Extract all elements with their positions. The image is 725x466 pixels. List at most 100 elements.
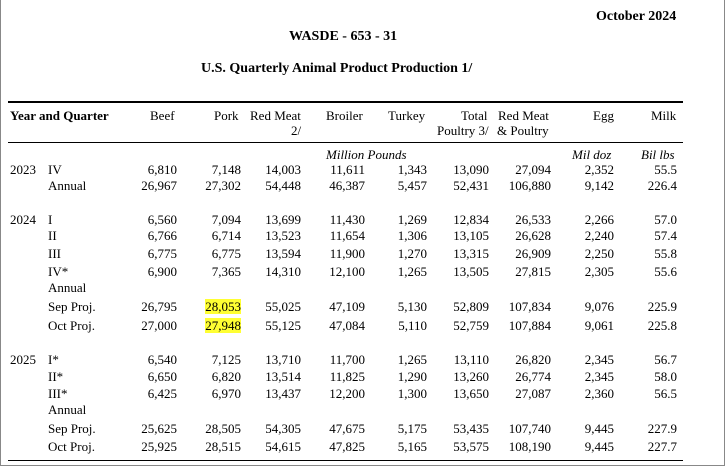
table-top-rule (8, 101, 683, 103)
table-cell: 13,505 (453, 264, 489, 279)
row-label: I (48, 212, 53, 227)
table-cell: 7,365 (211, 264, 241, 279)
table-cell: 225.8 (647, 318, 677, 333)
table-cell: 12,100 (329, 264, 365, 279)
table-cell: 2,345 (584, 352, 614, 367)
table-cell: 55.6 (654, 264, 677, 279)
table-cell: 11,611 (330, 162, 365, 177)
table-cell: 226.4 (647, 178, 677, 193)
table-cell: 6,820 (211, 369, 241, 384)
table-cell: 9,076 (584, 299, 614, 314)
table-cell: 107,740 (508, 421, 551, 436)
table-cell: 52,809 (453, 299, 489, 314)
header-red-meat-note: 2/ (291, 123, 302, 138)
header-egg: Egg (593, 108, 614, 123)
table-cell: 225.9 (647, 299, 677, 314)
row-label: IV (48, 162, 62, 177)
table-cell: 26,628 (515, 228, 551, 243)
table-cell: 14,310 (265, 264, 301, 279)
table-cell: 55,125 (265, 318, 301, 333)
table-cell: 11,700 (329, 352, 365, 367)
table-cell: 47,675 (329, 421, 365, 436)
report-number: WASDE - 653 - 31 (289, 29, 398, 44)
table-cell: 13,105 (453, 228, 489, 243)
table-cell: 1,269 (397, 212, 427, 227)
table-cell: 13,650 (453, 386, 489, 401)
table-cell: 9,061 (584, 318, 614, 333)
table-cell: 2,360 (584, 386, 614, 401)
row-label: Oct Proj. (48, 439, 95, 454)
table-cell: 2,250 (584, 246, 614, 261)
row-label: III (48, 246, 61, 261)
row-label: II (48, 228, 57, 243)
table-cell: 7,094 (211, 212, 241, 227)
table-cell: 7,148 (211, 162, 241, 177)
table-cell: 6,970 (211, 386, 241, 401)
header-total: Total (461, 108, 488, 123)
table-cell: 5,110 (398, 318, 427, 333)
table-cell: 1,265 (397, 264, 427, 279)
table-cell: 26,967 (141, 178, 177, 193)
row-year: 2023 (10, 162, 36, 177)
table-cell: 13,110 (453, 352, 489, 367)
table-cell: 27,094 (515, 162, 551, 177)
table-cell: 2,240 (584, 228, 614, 243)
table-cell: 2,305 (584, 264, 614, 279)
table-cell: 7,125 (211, 352, 241, 367)
header-rule (8, 142, 683, 143)
table-cell: 13,260 (453, 369, 489, 384)
table-cell: 5,130 (397, 299, 427, 314)
table-title: U.S. Quarterly Animal Product Production… (201, 61, 473, 76)
table-cell: 55.5 (654, 162, 677, 177)
row-label: I* (48, 352, 59, 367)
table-cell: 227.7 (647, 439, 677, 454)
row-label: Sep Proj. (48, 299, 96, 314)
table-cell: 28,515 (205, 439, 241, 454)
table-cell: 26,909 (515, 246, 551, 261)
row-label: Oct Proj. (48, 318, 95, 333)
table-cell: 1,300 (397, 386, 427, 401)
table-cell: 13,090 (453, 162, 489, 177)
table-cell: 107,834 (508, 299, 551, 314)
table-cell: 6,714 (211, 228, 241, 243)
table-cell: 13,315 (453, 246, 489, 261)
unit-bil-lbs: Bil lbs (641, 147, 675, 162)
unit-mil-doz: Mil doz (572, 147, 612, 162)
table-cell: 1,270 (397, 246, 427, 261)
table-cell: 54,305 (265, 421, 301, 436)
table-cell: 6,425 (147, 386, 177, 401)
table-cell: 13,514 (265, 369, 301, 384)
table-bottom-rule (8, 460, 683, 461)
table-cell: 107,884 (508, 318, 551, 333)
table-cell: 227.9 (647, 421, 677, 436)
table-cell: 54,615 (265, 439, 301, 454)
table-cell: 47,109 (329, 299, 365, 314)
table-cell: 6,810 (147, 162, 177, 177)
table-cell: 6,775 (147, 246, 177, 261)
table-cell: 1,290 (397, 369, 427, 384)
table-cell: 6,766 (147, 228, 177, 243)
row-year: 2025 (10, 352, 36, 367)
table-cell: 11,825 (329, 369, 365, 384)
table-cell: 13,710 (265, 352, 301, 367)
unit-million-pounds: Million Pounds (326, 147, 407, 162)
table-cell: 5,175 (397, 421, 427, 436)
row-label: IV* (48, 264, 69, 279)
table-cell: 2,352 (584, 162, 614, 177)
header-turkey: Turkey (388, 108, 426, 123)
table-cell: 11,654 (329, 228, 365, 243)
table-cell: 5,457 (397, 178, 427, 193)
table-cell: 57.4 (654, 228, 677, 243)
header-total-poultry: Poultry 3/ (437, 123, 489, 138)
table-cell: 11,900 (329, 246, 365, 261)
table-cell: 1,306 (397, 228, 427, 243)
table-cell: 1,343 (397, 162, 427, 177)
header-red-meat-poultry: Red Meat (498, 108, 549, 123)
row-label: Sep Proj. (48, 421, 96, 436)
row-label: III* (48, 386, 68, 401)
page-frame-left (0, 0, 1, 466)
header-beef: Beef (150, 108, 175, 123)
row-label: Annual (48, 178, 87, 193)
table-cell: 11,430 (329, 212, 365, 227)
table-cell: 12,200 (329, 386, 365, 401)
